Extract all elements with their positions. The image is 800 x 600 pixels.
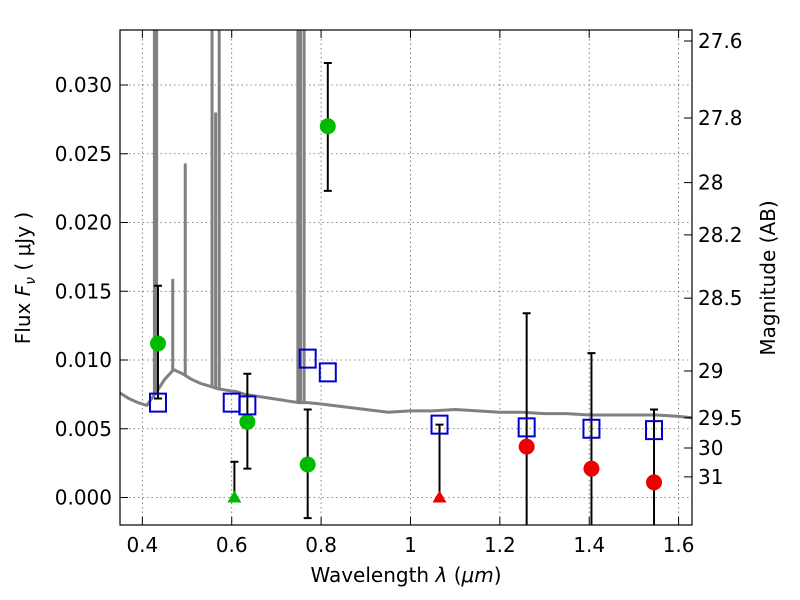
y-tick-label: 0.015	[55, 279, 112, 303]
right-tick-label: 31	[698, 465, 723, 489]
x-tick-label: 1.2	[484, 533, 516, 557]
right-tick-label: 29	[698, 359, 723, 383]
green-triangle-point	[227, 490, 242, 503]
green-circle-point	[239, 413, 256, 430]
model-spectrum-line	[119, 367, 693, 420]
y-axis-label-text: Flux	[11, 302, 35, 344]
y-tick-label: 0.025	[55, 142, 112, 166]
red-circle-point	[583, 460, 600, 477]
y-tick-label: 0.000	[55, 486, 112, 510]
green-circle-point	[299, 456, 316, 473]
y-tick-label: 0.010	[55, 348, 112, 372]
right-axis-label: Magnitude (AB)	[756, 200, 780, 355]
red-circle-point	[646, 474, 663, 491]
x-axis-label-text: Wavelength	[310, 563, 429, 587]
x-tick-label: 1	[404, 533, 417, 557]
green-circle-point	[319, 118, 336, 135]
x-axis-label-symbol: λ	[434, 563, 447, 587]
x-tick-label: 0.8	[305, 533, 337, 557]
right-tick-label: 28.5	[698, 286, 743, 310]
y-axis-label-unit-close: )	[11, 212, 35, 220]
blue-square-point	[148, 392, 167, 413]
y-axis-label-unit: μJy	[11, 226, 35, 257]
right-tick-label: 30	[698, 436, 723, 460]
y-tick-label: 0.030	[55, 73, 112, 97]
model-spectrum	[119, 30, 693, 420]
blue-square-point	[318, 362, 337, 383]
blue-square-point	[298, 348, 317, 369]
x-axis-label: Wavelength λ (μm)	[310, 563, 501, 587]
x-axis-label-unit-open: (	[454, 563, 462, 587]
y-tick-label: 0.020	[55, 211, 112, 235]
y-axis-label-symbol: F	[11, 284, 35, 296]
red-triangle-point	[432, 490, 447, 503]
blue-square-point	[645, 420, 664, 441]
tick-marks	[120, 30, 692, 525]
x-tick-label: 0.4	[126, 533, 158, 557]
x-axis-label-unit-close: )	[494, 563, 502, 587]
data-points	[148, 62, 664, 525]
right-tick-label: 28.2	[698, 223, 743, 247]
right-tick-label: 27.6	[698, 29, 743, 53]
blue-square-point	[582, 418, 601, 439]
y-axis-label: Flux Fν ( μJy )	[11, 212, 39, 344]
x-tick-label: 1.6	[663, 533, 695, 557]
green-circle-point	[149, 335, 166, 352]
x-axis-label-unit: μm	[461, 563, 494, 587]
right-tick-label: 28	[698, 171, 723, 195]
x-tick-label: 1.4	[573, 533, 605, 557]
blue-square-point	[238, 395, 257, 416]
grid-layer	[120, 30, 692, 525]
blue-square-point	[517, 417, 536, 438]
y-axis-label-symbol-sub: ν	[23, 277, 39, 285]
y-tick-label: 0.005	[55, 417, 112, 441]
blue-square-point	[430, 414, 449, 435]
plot-frame	[119, 29, 693, 526]
red-circle-point	[518, 438, 535, 455]
x-tick-label: 0.6	[216, 533, 248, 557]
right-tick-label: 27.8	[698, 106, 743, 130]
y-axis-label-unit-open: (	[11, 263, 35, 271]
right-tick-label: 29.5	[698, 406, 743, 430]
tick-labels: 0.4 0.6 0.8 1 1.2 1.4 1.6 0.000 0.005 0.010 0.015 0…	[55, 29, 743, 557]
